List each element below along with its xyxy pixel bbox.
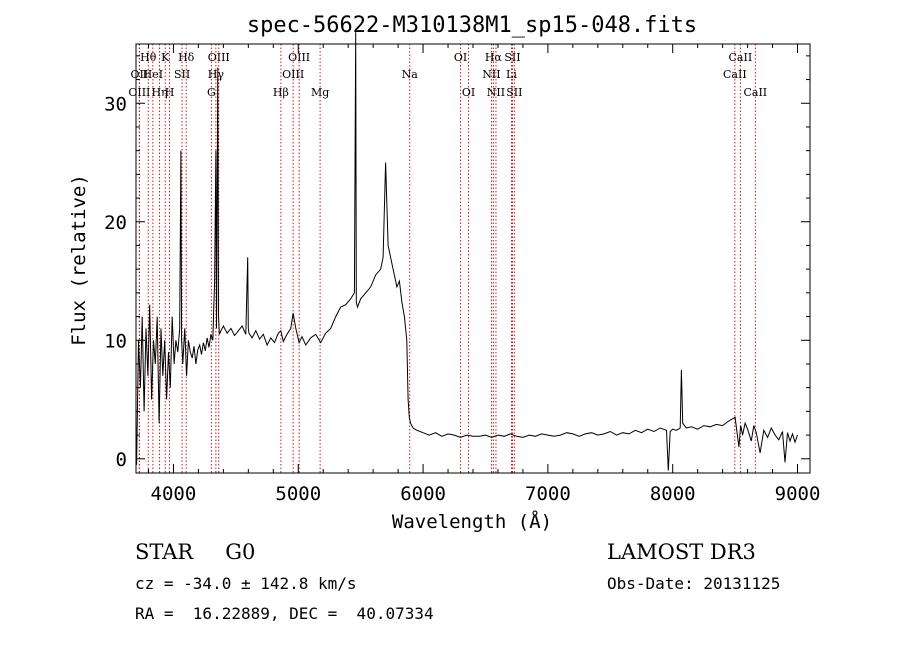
x-tick-label-1: 5000 bbox=[275, 483, 321, 505]
line-label-6: SII bbox=[174, 68, 190, 81]
coordinates-text: RA = 16.22889, DEC = 40.07334 bbox=[135, 604, 434, 623]
line-label-18: OI bbox=[462, 86, 475, 99]
x-axis-label: Wavelength (Å) bbox=[392, 510, 552, 533]
line-label-14: Hβ bbox=[273, 86, 289, 99]
line-label-1: OII bbox=[131, 68, 149, 81]
x-tick-label-3: 7000 bbox=[525, 483, 571, 505]
line-label-5: K bbox=[161, 51, 170, 64]
x-tick-label-2: 6000 bbox=[400, 483, 446, 505]
x-tick-label-5: 9000 bbox=[775, 483, 821, 505]
x-tick-label-4: 8000 bbox=[650, 483, 696, 505]
line-label-20: SII bbox=[504, 51, 520, 64]
survey-label: LAMOST DR3 bbox=[607, 540, 756, 564]
spectral-line-labels: Hθ OII OIII HeI Hη K SII H Hδ OIII Hγ G OIII OIII Hβ Mg… bbox=[128, 51, 767, 99]
y-tick-label-1: 10 bbox=[104, 330, 127, 352]
line-label-17: OI bbox=[454, 51, 467, 64]
line-label-15: Mg bbox=[311, 86, 329, 99]
line-label-13: OIII bbox=[282, 68, 304, 81]
line-label-21: NII bbox=[482, 68, 500, 81]
line-label-8: Hδ bbox=[178, 51, 195, 64]
spectral-line-markers bbox=[138, 44, 756, 473]
line-label-0: Hθ bbox=[140, 51, 157, 64]
line-label-3: HeI bbox=[143, 68, 163, 81]
line-label-26: CaII bbox=[723, 68, 747, 81]
line-label-27: CaII bbox=[743, 86, 767, 99]
line-label-24: SII bbox=[506, 86, 522, 99]
y-tick-label-2: 20 bbox=[104, 212, 127, 234]
line-label-11: G bbox=[207, 86, 216, 99]
y-axis: 0 10 20 30 bbox=[104, 55, 810, 471]
class-label: STAR bbox=[135, 540, 194, 564]
line-label-4: Hη bbox=[151, 86, 167, 99]
chart-title: spec-56622-M310138M1_sp15-048.fits bbox=[247, 13, 697, 38]
line-label-2: OIII bbox=[128, 86, 150, 99]
x-axis: 4000 5000 6000 7000 8000 9000 bbox=[147, 44, 821, 505]
plot-frame bbox=[135, 43, 811, 474]
line-label-16: Na bbox=[402, 68, 419, 81]
spectrum-series bbox=[136, 32, 798, 471]
line-label-23: NII bbox=[487, 86, 505, 99]
y-tick-label-0: 0 bbox=[116, 449, 127, 471]
line-label-19: Hα bbox=[485, 51, 503, 64]
y-tick-label-3: 30 bbox=[104, 93, 127, 115]
line-label-9: OIII bbox=[208, 51, 230, 64]
line-label-12: OIII bbox=[288, 51, 310, 64]
object-class: STAR G0 bbox=[135, 540, 255, 564]
line-label-7: H bbox=[165, 86, 175, 99]
redshift-text: cz = -34.0 ± 142.8 km/s bbox=[135, 574, 357, 593]
line-label-22: Li bbox=[506, 68, 517, 81]
x-tick-label-0: 4000 bbox=[151, 483, 197, 505]
obs-date-text: Obs-Date: 20131125 bbox=[607, 574, 781, 593]
line-label-10: Hγ bbox=[208, 68, 225, 81]
spectrum-line bbox=[136, 32, 798, 471]
subclass-label: G0 bbox=[225, 540, 256, 564]
y-axis-label: Flux (relative) bbox=[68, 174, 90, 346]
line-label-25: CaII bbox=[729, 51, 753, 64]
